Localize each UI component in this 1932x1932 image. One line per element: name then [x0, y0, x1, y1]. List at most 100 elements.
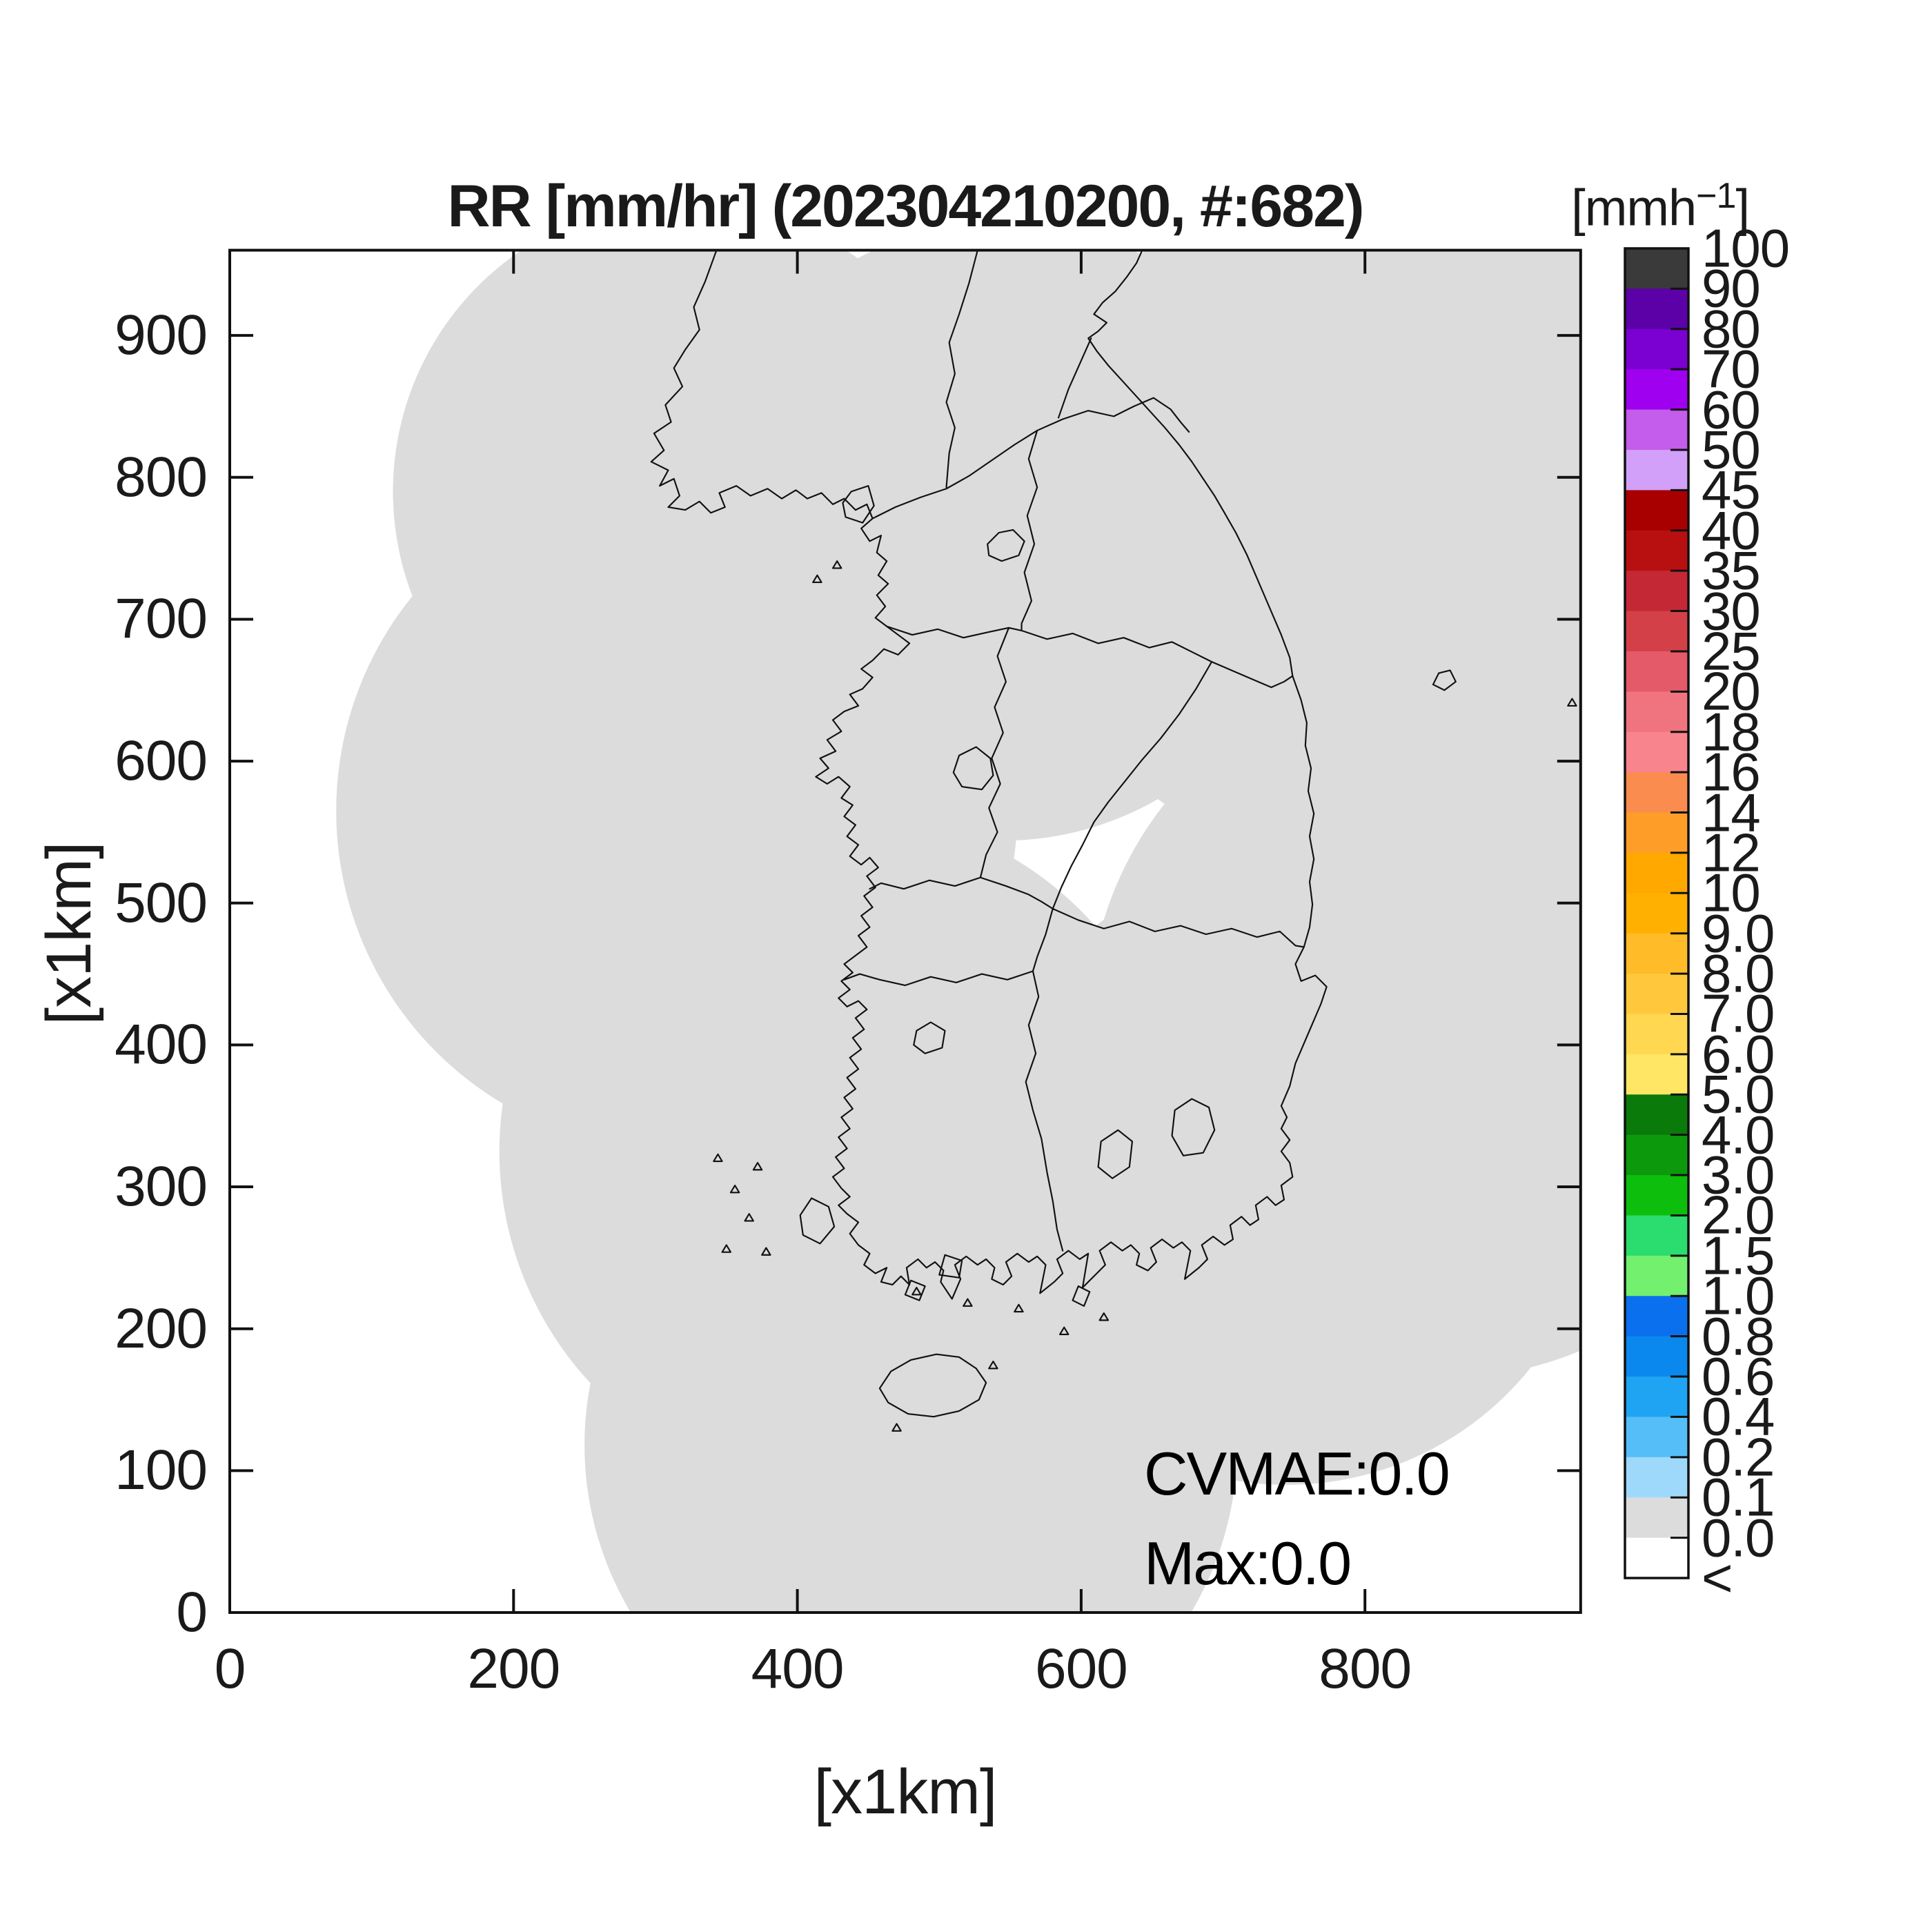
x-tick-label: 800: [1319, 1637, 1412, 1700]
colorbar-tick-label: 6.0: [1702, 1023, 1775, 1085]
colorbar-unit-prefix: [mmh: [1571, 179, 1697, 237]
colorbar-tick-label: 70: [1702, 338, 1761, 400]
colorbar-segment: [1625, 611, 1688, 652]
y-tick-label: 300: [115, 1155, 208, 1219]
colorbar-tick-label: 80: [1702, 298, 1761, 359]
colorbar-segment: [1625, 1134, 1688, 1176]
colorbar-tick-label: 7.0: [1702, 983, 1775, 1044]
province-boundaries: [843, 250, 1305, 1252]
colorbar-segment: [1625, 893, 1688, 934]
colorbar-tick-label: 16: [1702, 741, 1761, 802]
y-tick-label: 500: [115, 871, 208, 934]
y-tick-label: 700: [115, 587, 208, 651]
colorbar-tick-label: 40: [1702, 500, 1761, 561]
radar-coverage-circle: [584, 1118, 1237, 1613]
colorbar-segment: [1625, 1537, 1688, 1579]
colorbar-tick-label: 5.0: [1702, 1063, 1775, 1125]
colorbar-segment: [1625, 772, 1688, 814]
x-tick-label: 0: [214, 1637, 246, 1700]
colorbar-segment: [1625, 1497, 1688, 1539]
y-tick-label: 400: [115, 1013, 208, 1076]
colorbar: [1625, 248, 1688, 1579]
colorbar-tick-label: 8.0: [1702, 943, 1775, 1004]
colorbar-segment: [1625, 449, 1688, 491]
colorbar-segment: [1625, 328, 1688, 371]
colorbar-tick-label: 20: [1702, 660, 1761, 722]
colorbar-unit-exponent: −1: [1696, 176, 1736, 216]
colorbar-tick-label: 90: [1702, 257, 1761, 319]
colorbar-segment: [1625, 248, 1688, 290]
colorbar-segment: [1625, 490, 1688, 531]
axis-ticks: [228, 250, 1581, 1614]
x-tick-label: 200: [467, 1637, 560, 1700]
colorbar-segment: [1625, 1054, 1688, 1096]
colorbar-tick-label: <: [1702, 1547, 1733, 1608]
colorbar-segment: [1625, 852, 1688, 894]
colorbar-unit-suffix: ]: [1735, 179, 1750, 237]
colorbar-tick-label: 0.6: [1702, 1346, 1775, 1407]
colorbar-tick-label: 14: [1702, 782, 1761, 842]
cvmae-annotation: CVMAE:0.0: [1144, 1439, 1450, 1508]
colorbar-tick-label: 0.4: [1702, 1386, 1775, 1447]
colorbar-tick-label: 50: [1702, 419, 1761, 480]
radar-coverage-area: [336, 250, 1581, 1613]
colorbar-segment: [1625, 1255, 1688, 1297]
plot-title: RR [mm/hr] (202304210200, #:682): [447, 173, 1364, 239]
colorbar-segment: [1625, 571, 1688, 612]
colorbar-segment: [1625, 1457, 1688, 1499]
colorbar-segment: [1625, 651, 1688, 693]
colorbar-tick-label: 35: [1702, 540, 1761, 601]
colorbar-tick-label: 1.5: [1702, 1225, 1775, 1286]
colorbar-border: [1624, 247, 1690, 1579]
colorbar-segment: [1625, 1175, 1688, 1216]
x-axis-label: [x1km]: [814, 1757, 998, 1827]
colorbar-segment: [1625, 812, 1688, 854]
colorbar-segment: [1625, 288, 1688, 330]
colorbar-tick-label: 25: [1702, 620, 1761, 682]
plot-border: [228, 248, 1582, 1615]
colorbar-tick-label: 3.0: [1702, 1144, 1775, 1205]
colorbar-segment: [1625, 1296, 1688, 1337]
colorbar-segment: [1625, 933, 1688, 975]
colorbar-tick-label: 0.8: [1702, 1305, 1775, 1367]
colorbar-tick-label: 9.0: [1702, 903, 1775, 964]
max-annotation: Max:0.0: [1144, 1529, 1352, 1597]
y-tick-label: 900: [115, 304, 208, 367]
colorbar-tick-label: 12: [1702, 822, 1761, 883]
colorbar-tick-label: 30: [1702, 580, 1761, 642]
colorbar-tick-label: 45: [1702, 459, 1761, 520]
islands: [713, 485, 1577, 1432]
colorbar-tick-label: 10: [1702, 862, 1761, 923]
colorbar-tick-label: 60: [1702, 379, 1761, 440]
colorbar-segment: [1625, 530, 1688, 572]
colorbar-tick-label: 0.0: [1702, 1507, 1775, 1568]
colorbar-tick-label: 100: [1702, 217, 1790, 279]
colorbar-segment: [1625, 691, 1688, 733]
colorbar-segment: [1625, 974, 1688, 1015]
colorbar-tick-label: 18: [1702, 701, 1761, 762]
colorbar-tick-label: 1.0: [1702, 1265, 1775, 1326]
colorbar-segment: [1625, 1014, 1688, 1055]
korea-map: [650, 250, 1577, 1432]
map-clip-group: [650, 250, 1577, 1432]
colorbar-segment: [1625, 1336, 1688, 1378]
colorbar-tick-label: 0.2: [1702, 1426, 1775, 1488]
colorbar-tick-label: 2.0: [1702, 1184, 1775, 1245]
y-tick-label: 200: [115, 1297, 208, 1360]
x-tick-label: 600: [1034, 1637, 1128, 1700]
colorbar-tick-label: 0.1: [1702, 1466, 1775, 1528]
colorbar-tick-label: 4.0: [1702, 1104, 1775, 1165]
colorbar-segment: [1625, 731, 1688, 773]
y-tick-label: 800: [115, 445, 208, 509]
colorbar-segment: [1625, 1094, 1688, 1136]
y-tick-label: 0: [176, 1581, 208, 1644]
colorbar-segment: [1625, 1215, 1688, 1256]
y-tick-label: 100: [115, 1439, 208, 1502]
colorbar-segment: [1625, 1417, 1688, 1458]
x-tick-label: 400: [751, 1637, 845, 1700]
colorbar-segment: [1625, 409, 1688, 451]
colorbar-segment: [1625, 369, 1688, 411]
coastline-mainland: [650, 250, 1328, 1300]
